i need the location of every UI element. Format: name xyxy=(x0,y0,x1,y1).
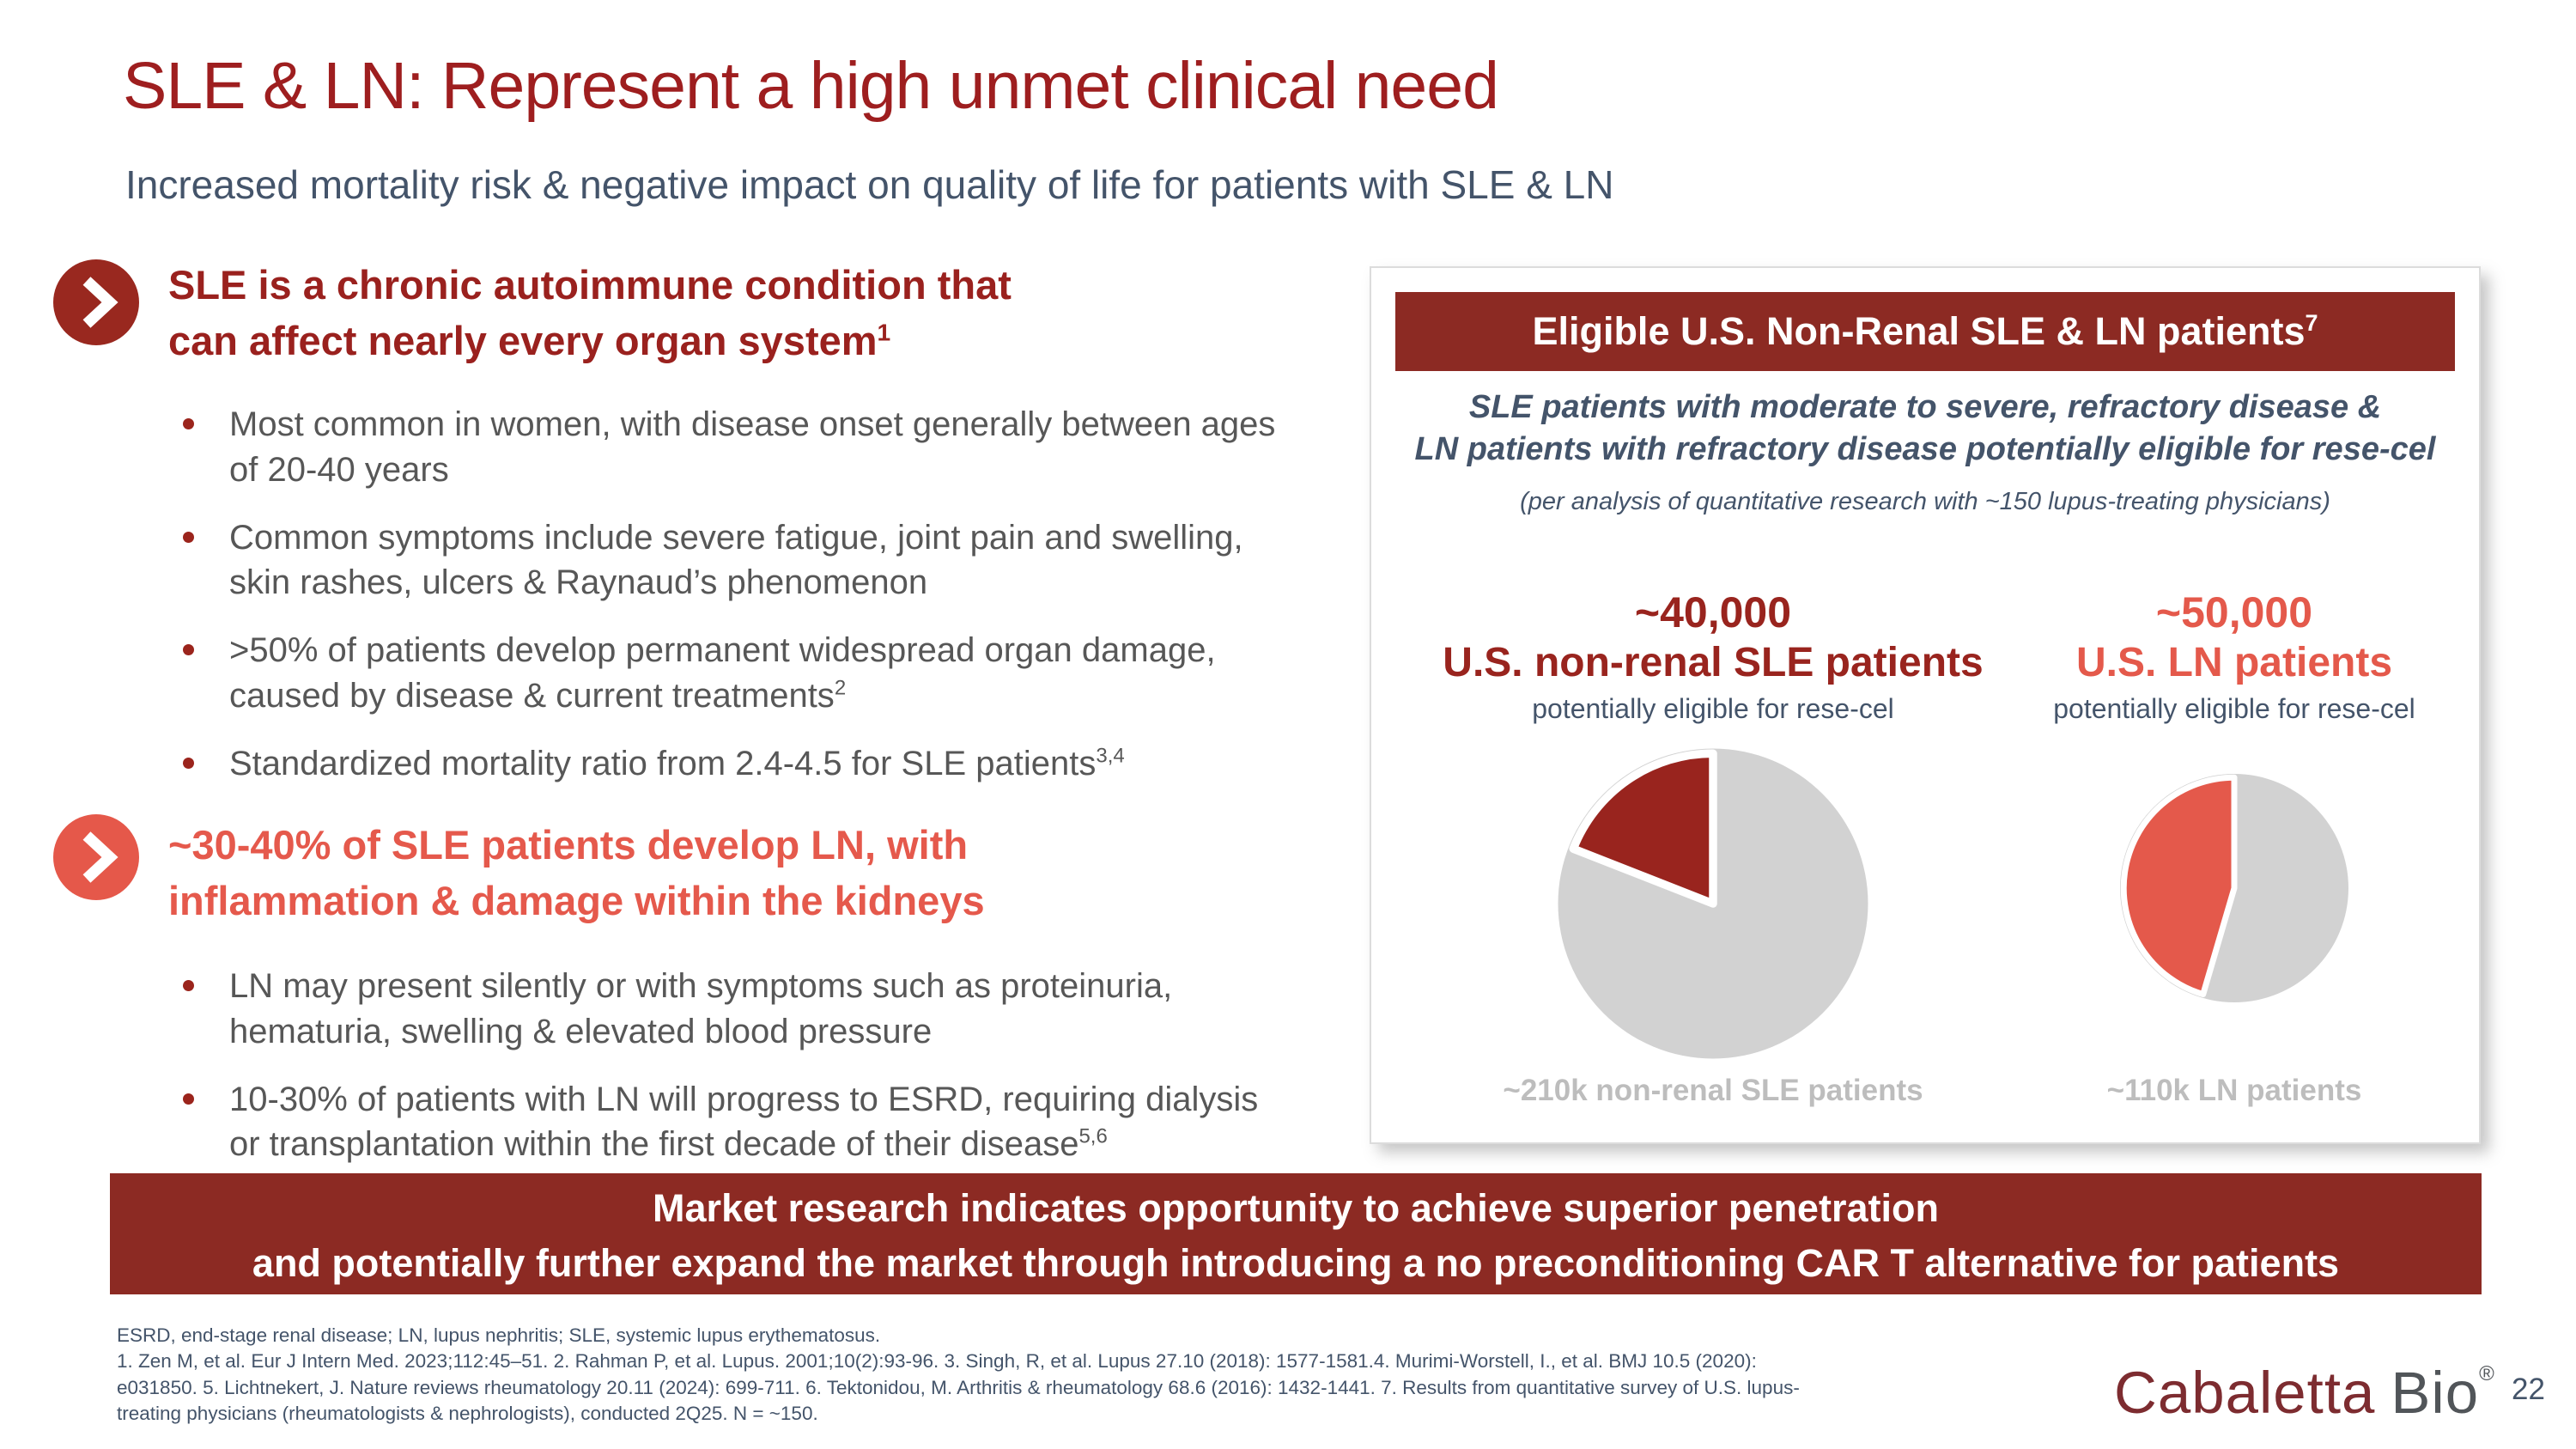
ln-bullet-list: LN may present silently or with symptoms… xyxy=(181,964,1297,1190)
bullet-superscript: 5,6 xyxy=(1078,1125,1108,1149)
pie-caption-ln: ~110k LN patients xyxy=(2106,1074,2362,1107)
stat-non-renal-sle: ~40,000 U.S. non-renal SLE patients pote… xyxy=(1421,588,2005,725)
list-item: 10-30% of patients with LN will progress… xyxy=(181,1077,1285,1168)
bullet-superscript: 2 xyxy=(834,676,847,700)
list-item: LN may present silently or with symptoms… xyxy=(181,964,1285,1055)
page-number: 22 xyxy=(2512,1373,2545,1406)
eligible-patients-panel: Eligible U.S. Non-Renal SLE & LN patient… xyxy=(1370,266,2481,1144)
stat-ln: ~50,000 U.S. LN patients potentially eli… xyxy=(2041,588,2427,725)
sle-heading-line2: can affect nearly every organ system xyxy=(168,317,878,363)
registered-mark: ® xyxy=(2479,1362,2495,1385)
bullet-dot-icon xyxy=(183,418,194,429)
sle-heading-superscript: 1 xyxy=(877,318,891,346)
ln-section-heading: ~30-40% of SLE patients develop LN, with… xyxy=(168,818,1310,929)
footnotes: ESRD, end-stage renal disease; LN, lupus… xyxy=(117,1323,1800,1428)
panel-header-superscript: 7 xyxy=(2305,310,2318,336)
ln-heading-line1: ~30-40% of SLE patients develop LN, with xyxy=(168,822,969,868)
bullet-superscript: 3,4 xyxy=(1096,744,1125,768)
slide-title: SLE & LN: Represent a high unmet clinica… xyxy=(123,49,1499,123)
stat-sublabel: potentially eligible for rese-cel xyxy=(2053,693,2415,724)
pie-chart-ln xyxy=(2120,774,2348,1002)
list-item: Common symptoms include severe fatigue, … xyxy=(181,515,1285,606)
bullet-text: 10-30% of patients with LN will progress… xyxy=(229,1080,1259,1164)
footnote-line: e031850. 5. Lichtnekert, J. Nature revie… xyxy=(117,1376,1800,1398)
market-research-banner: Market research indicates opportunity to… xyxy=(110,1173,2482,1294)
panel-subtitle-line1: SLE patients with moderate to severe, re… xyxy=(1468,389,2382,425)
chevron-right-icon xyxy=(53,259,139,345)
panel-subtitle-line2: LN patients with refractory disease pote… xyxy=(1414,431,2436,468)
bullet-text: LN may present silently or with symptoms… xyxy=(229,967,1173,1050)
bullet-text: >50% of patients develop permanent wides… xyxy=(229,631,1216,715)
bullet-text: Most common in women, with disease onset… xyxy=(229,405,1276,489)
list-item: >50% of patients develop permanent wides… xyxy=(181,628,1285,719)
stat-value: ~50,000 xyxy=(2155,588,2313,636)
pie-chart-non-renal-sle xyxy=(1558,748,1868,1059)
bullet-dot-icon xyxy=(183,757,194,769)
logo-text-secondary: Bio xyxy=(2391,1360,2480,1426)
bullet-dot-icon xyxy=(183,531,194,543)
list-item: Standardized mortality ratio from 2.4-4.… xyxy=(181,741,1285,787)
panel-subtitle: SLE patients with moderate to severe, re… xyxy=(1371,387,2479,472)
slide-subtitle: Increased mortality risk & negative impa… xyxy=(125,162,1614,207)
sle-bullet-list: Most common in women, with disease onset… xyxy=(181,402,1297,809)
sle-section-heading: SLE is a chronic autoimmune condition th… xyxy=(168,258,1310,369)
company-logo: Cabaletta Bio® xyxy=(2114,1359,2495,1427)
sle-heading-line1: SLE is a chronic autoimmune condition th… xyxy=(168,262,1012,307)
panel-header-text: Eligible U.S. Non-Renal SLE & LN patient… xyxy=(1532,309,2306,353)
banner-line1: Market research indicates opportunity to… xyxy=(653,1186,1939,1230)
panel-note: (per analysis of quantitative research w… xyxy=(1520,488,2330,515)
bullet-dot-icon xyxy=(183,644,194,656)
stat-label: U.S. non-renal SLE patients xyxy=(1443,640,1984,685)
ln-heading-line2: inflammation & damage within the kidneys xyxy=(168,877,985,923)
banner-line2: and potentially further expand the marke… xyxy=(252,1240,2340,1285)
bullet-dot-icon xyxy=(183,1093,194,1105)
footnote-line: 1. Zen M, et al. Eur J Intern Med. 2023;… xyxy=(117,1350,1757,1373)
pie-caption-non-renal-sle: ~210k non-renal SLE patients xyxy=(1503,1074,1923,1107)
bullet-text: Common symptoms include severe fatigue, … xyxy=(229,518,1243,602)
stat-label: U.S. LN patients xyxy=(2075,640,2393,685)
bullet-text: Standardized mortality ratio from 2.4-4.… xyxy=(229,744,1097,782)
footnote-line: treating physicians (rheumatologists & n… xyxy=(117,1403,818,1425)
footnote-line: ESRD, end-stage renal disease; LN, lupus… xyxy=(117,1324,881,1346)
logo-text-primary: Cabaletta xyxy=(2114,1360,2376,1426)
stat-sublabel: potentially eligible for rese-cel xyxy=(1532,693,1894,724)
chevron-right-icon xyxy=(53,814,139,900)
list-item: Most common in women, with disease onset… xyxy=(181,402,1285,493)
panel-header: Eligible U.S. Non-Renal SLE & LN patient… xyxy=(1395,292,2455,371)
stat-value: ~40,000 xyxy=(1634,588,1792,636)
bullet-dot-icon xyxy=(183,980,194,991)
